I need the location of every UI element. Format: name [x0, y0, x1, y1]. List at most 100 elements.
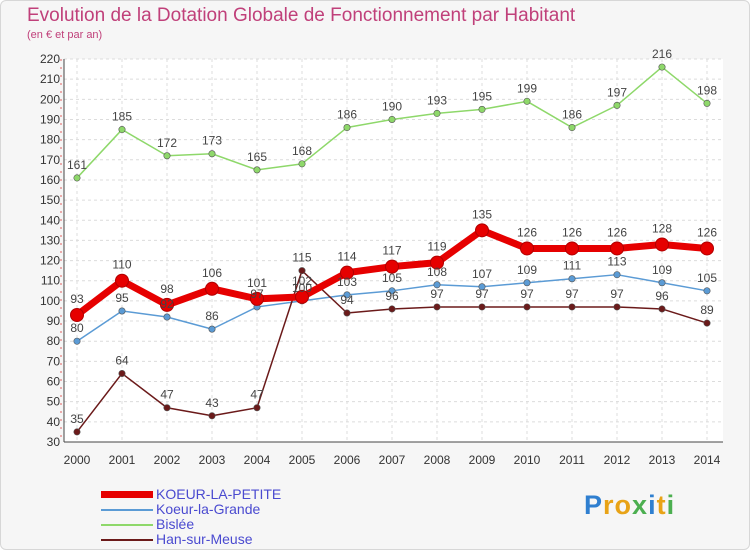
data-label: 47 — [160, 388, 174, 402]
data-label: 126 — [607, 225, 627, 239]
data-label: 135 — [472, 207, 492, 221]
data-point — [658, 63, 666, 71]
data-label: 97 — [565, 287, 579, 301]
x-tick-label: 2003 — [199, 453, 226, 467]
y-tick-label: 40 — [47, 415, 61, 429]
data-label: 172 — [157, 136, 177, 150]
data-label: 195 — [472, 89, 492, 103]
data-label: 47 — [250, 388, 264, 402]
x-tick-label: 2011 — [559, 453, 585, 467]
logo-letter: r — [603, 490, 615, 520]
data-label: 168 — [292, 144, 312, 158]
data-point — [520, 241, 534, 256]
data-point — [343, 124, 351, 132]
chart-title: Evolution de la Dotation Globale de Fonc… — [27, 5, 576, 26]
data-label: 94 — [340, 293, 354, 307]
data-point — [298, 267, 306, 275]
data-point — [385, 259, 399, 274]
y-tick-label: 140 — [40, 213, 60, 227]
y-tick-label: 200 — [40, 92, 60, 106]
y-tick-label: 170 — [40, 153, 60, 167]
legend-swatch — [101, 524, 153, 526]
data-label: 115 — [292, 251, 311, 265]
data-label: 199 — [517, 81, 537, 95]
x-tick-label: 2005 — [289, 453, 316, 467]
data-point — [163, 152, 171, 160]
x-tick-label: 2001 — [109, 453, 136, 467]
data-point — [478, 283, 486, 291]
legend-swatch — [101, 509, 153, 511]
data-point — [433, 109, 441, 117]
data-point — [478, 303, 486, 311]
data-point — [430, 255, 444, 270]
data-point — [523, 303, 531, 311]
data-label: 97 — [520, 287, 534, 301]
data-point — [253, 166, 261, 174]
data-point — [295, 289, 309, 304]
data-label: 108 — [427, 265, 447, 279]
data-point — [388, 305, 396, 313]
data-label: 186 — [337, 108, 357, 122]
data-label: 117 — [382, 244, 401, 258]
data-label: 216 — [652, 47, 672, 61]
data-point — [658, 279, 666, 287]
data-label: 97 — [430, 287, 444, 301]
data-point — [568, 124, 576, 132]
data-point — [568, 275, 576, 283]
data-point — [73, 337, 81, 345]
data-label: 165 — [247, 150, 267, 164]
data-label: 193 — [427, 93, 447, 107]
data-point — [343, 291, 351, 299]
data-point — [160, 297, 174, 312]
y-tick-label: 130 — [40, 233, 60, 247]
data-point — [343, 309, 351, 317]
data-label: 86 — [205, 309, 219, 323]
logo-letter: P — [584, 490, 604, 520]
data-point — [475, 223, 489, 238]
legend-swatch — [101, 539, 153, 541]
data-point — [208, 325, 216, 333]
data-point — [163, 404, 171, 412]
data-label: 197 — [607, 85, 627, 99]
y-tick-label: 210 — [40, 72, 60, 86]
data-label: 98 — [160, 282, 174, 296]
x-tick-label: 2000 — [64, 453, 91, 467]
data-label: 97 — [610, 287, 624, 301]
data-label: 126 — [697, 225, 717, 239]
y-tick-label: 110 — [41, 274, 60, 288]
data-point — [298, 160, 306, 168]
x-tick-label: 2006 — [334, 453, 361, 467]
data-point — [565, 241, 579, 256]
data-point — [523, 97, 531, 105]
data-point — [658, 305, 666, 313]
data-label: 93 — [70, 292, 84, 306]
x-tick-label: 2002 — [154, 453, 181, 467]
data-point — [613, 271, 621, 279]
x-tick-label: 2004 — [244, 453, 271, 467]
data-label: 110 — [112, 258, 131, 272]
data-point — [523, 279, 531, 287]
data-label: 96 — [385, 289, 399, 303]
data-point — [433, 303, 441, 311]
y-tick-label: 160 — [40, 173, 60, 187]
y-tick-label: 30 — [47, 435, 61, 449]
y-tick-label: 120 — [40, 254, 60, 268]
data-label: 109 — [517, 263, 537, 277]
proxiti-logo: Proxiti — [584, 490, 675, 521]
data-point — [613, 101, 621, 109]
data-point — [340, 265, 354, 280]
y-tick-label: 180 — [40, 133, 60, 147]
data-label: 190 — [382, 99, 402, 113]
data-point — [253, 404, 261, 412]
x-tick-label: 2012 — [604, 453, 631, 467]
data-point — [118, 307, 126, 315]
legend-label: Bislée — [156, 516, 195, 532]
y-tick-label: 190 — [40, 112, 60, 126]
chart-subtitle: (en € et par an) — [27, 29, 103, 41]
data-point — [655, 237, 669, 252]
data-label: 126 — [517, 225, 537, 239]
y-tick-label: 150 — [40, 193, 60, 207]
data-label: 106 — [202, 266, 222, 280]
